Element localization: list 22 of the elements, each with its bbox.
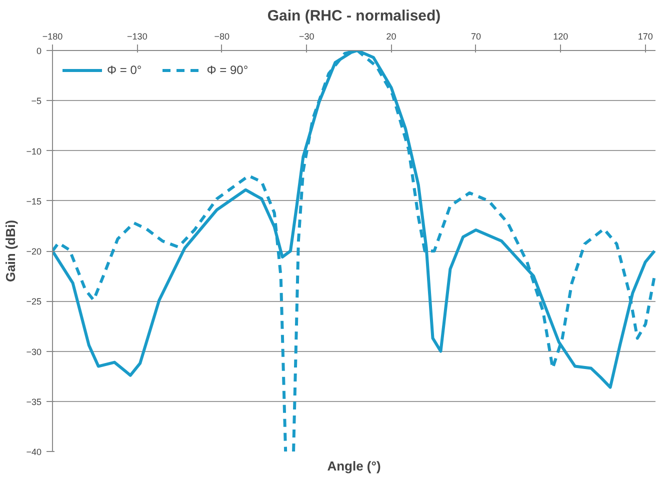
- y-tick-label: −20: [26, 246, 42, 256]
- x-tick-label: −180: [42, 32, 63, 42]
- x-tick-label: −130: [127, 32, 148, 42]
- x-tick-label: 20: [386, 32, 396, 42]
- y-tick-label: −25: [26, 296, 42, 307]
- y-tick-label: −30: [26, 346, 42, 357]
- x-tick-label: 70: [470, 32, 481, 42]
- y-tick-label: −35: [26, 396, 42, 407]
- x-tick-label: −80: [214, 32, 230, 42]
- chart-title: Gain (RHC - normalised): [267, 8, 441, 24]
- x-tick-label: 120: [553, 32, 568, 42]
- y-tick-label: 0: [36, 46, 42, 56]
- legend-label: Φ = 90°: [206, 63, 248, 77]
- y-axis-title: Gain (dBi): [3, 220, 18, 282]
- x-tick-label: −30: [298, 32, 314, 42]
- legend-label: Φ = 0°: [107, 63, 142, 77]
- y-tick-label: −40: [26, 447, 42, 457]
- x-tick-label: 170: [638, 32, 653, 42]
- y-tick-label: −10: [26, 146, 42, 156]
- y-tick-label: −5: [31, 96, 42, 106]
- y-tick-label: −15: [26, 196, 42, 206]
- x-axis-title: Angle (°): [327, 458, 381, 474]
